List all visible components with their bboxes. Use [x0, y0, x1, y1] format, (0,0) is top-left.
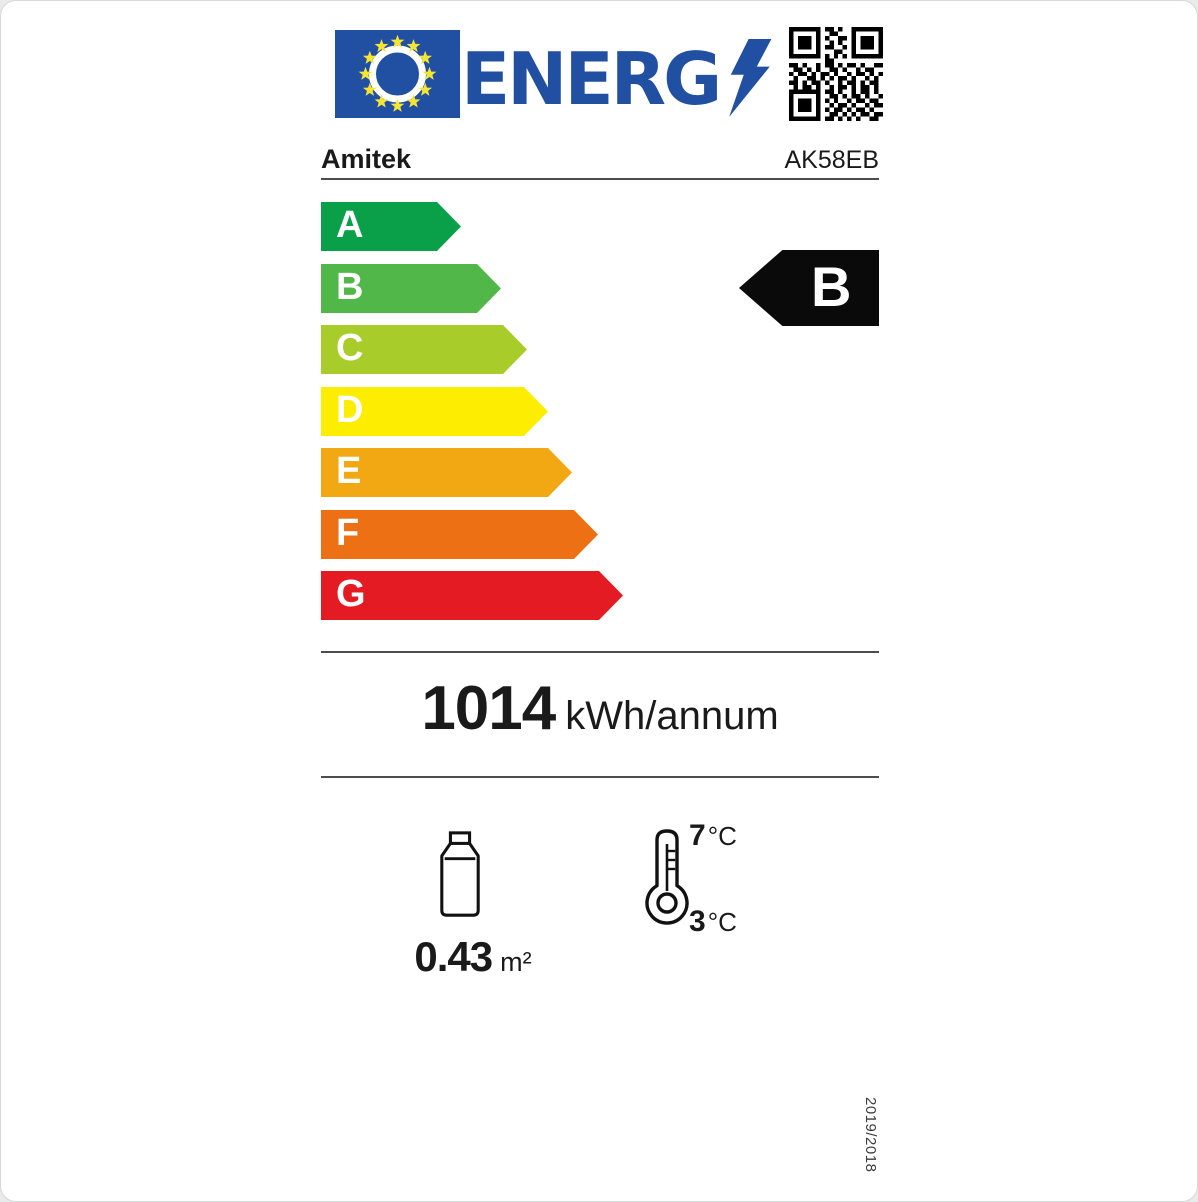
label-content: ENERG Amitek AK58EB A B C D E F [321, 1, 883, 1201]
class-arrow-a: A [321, 202, 461, 251]
class-letter: D [336, 388, 364, 431]
brand-row: Amitek AK58EB [321, 143, 879, 175]
class-letter: G [336, 572, 366, 615]
temperature-max-unit: °C [707, 821, 737, 851]
class-letter: C [336, 326, 364, 369]
class-letter: A [336, 203, 364, 246]
brand-name: Amitek [321, 144, 412, 174]
display-area-unit: m² [500, 947, 532, 977]
display-area-metric: 0.43 m² [363, 933, 583, 981]
class-arrow-c: C [321, 325, 527, 374]
bottle-icon [440, 831, 480, 917]
class-arrow-f: F [321, 510, 598, 559]
eu-flag-icon [335, 30, 460, 118]
class-arrow-e: E [321, 448, 572, 497]
class-letter: F [336, 511, 360, 554]
annual-consumption: 1014 kWh/annum [321, 673, 879, 744]
divider [321, 776, 879, 778]
rating-indicator: B [739, 250, 879, 326]
qr-code-icon [789, 27, 883, 121]
temperature-min-value: 3 [689, 905, 706, 938]
temperature-min: 3°C [689, 905, 829, 939]
display-area-value: 0.43 [414, 933, 493, 980]
rating-letter: B [811, 254, 852, 318]
temperature-min-unit: °C [707, 907, 737, 937]
divider [321, 178, 879, 180]
model-number: AK58EB [784, 146, 879, 174]
consumption-value: 1014 [421, 674, 556, 743]
class-arrow-g: G [321, 571, 623, 620]
class-letter: B [336, 265, 364, 308]
energ-text: ENERG [461, 37, 722, 121]
energ-wordmark: ENERG [461, 25, 773, 119]
class-arrow-d: D [321, 387, 548, 436]
lightning-bolt-icon [729, 39, 772, 117]
thermometer-icon [645, 829, 689, 925]
temperature-max-value: 7 [689, 819, 706, 852]
class-arrow-b: B [321, 264, 501, 313]
temperature-max: 7°C [689, 819, 829, 853]
regulation-number: 2019/2018 [862, 1097, 879, 1173]
consumption-unit: kWh/annum [565, 694, 779, 738]
divider [321, 651, 879, 653]
class-letter: E [336, 449, 362, 492]
